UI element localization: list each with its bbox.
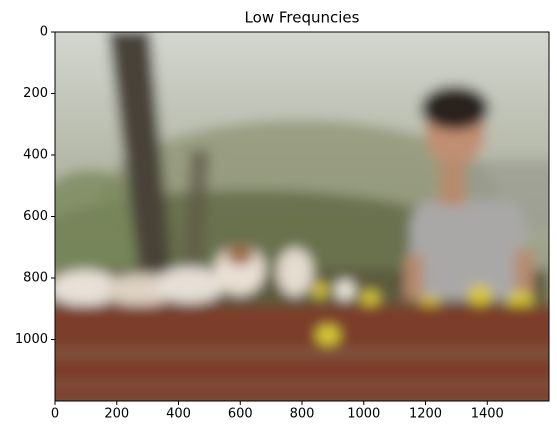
chart-title: Low Frequncies bbox=[245, 9, 360, 27]
y-tick-label: 800 bbox=[23, 271, 48, 286]
y-tick-label: 1000 bbox=[15, 332, 48, 347]
y-tick-label: 400 bbox=[23, 148, 48, 163]
x-tick-label: 400 bbox=[166, 407, 191, 422]
y-tick-label: 600 bbox=[23, 209, 48, 224]
x-tick-label: 1000 bbox=[347, 407, 380, 422]
x-tick-label: 600 bbox=[228, 407, 253, 422]
x-tick-label: 0 bbox=[51, 407, 59, 422]
y-tick-label: 0 bbox=[40, 25, 48, 40]
image bbox=[55, 32, 549, 401]
x-tick-label: 800 bbox=[290, 407, 315, 422]
x-tick-label: 1200 bbox=[409, 407, 442, 422]
x-tick-label: 1400 bbox=[471, 407, 504, 422]
x-tick-label: 200 bbox=[104, 407, 129, 422]
y-tick-label: 200 bbox=[23, 86, 48, 101]
